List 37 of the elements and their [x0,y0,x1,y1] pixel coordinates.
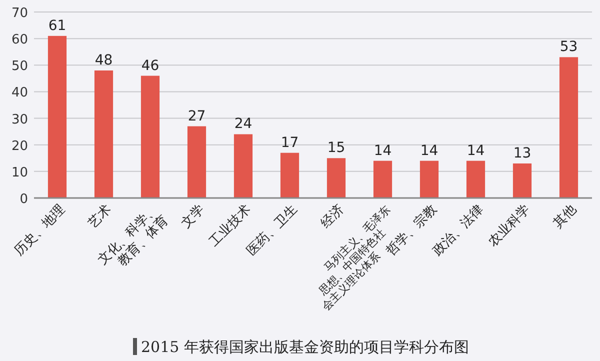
x-tick-label: 文学 [178,202,208,232]
x-tick-label: 农业科学 [486,202,534,250]
y-tick-label: 30 [11,112,28,128]
bar [420,160,439,198]
bar [94,70,114,198]
bar [466,160,486,198]
bar [559,57,578,198]
data-label: 14 [466,142,485,159]
y-tick-label: 70 [11,6,28,21]
data-label: 48 [94,52,113,68]
bar [373,160,392,198]
x-tick-label: 经济 [318,202,348,232]
data-label: 27 [188,108,206,124]
data-label: 13 [513,145,532,162]
data-label: 53 [560,39,578,56]
bar [512,163,532,198]
bar [326,158,346,198]
y-tick-label: 50 [11,59,28,74]
x-tick-label: 艺术 [86,202,115,232]
data-label: 61 [48,18,66,34]
data-label: 14 [374,142,392,159]
bar [187,126,206,198]
y-tick-label: 60 [11,32,28,48]
x-tick-label: 其他 [550,202,580,232]
bar [140,76,160,198]
data-label: 46 [141,58,160,74]
y-tick-label: 10 [11,165,28,180]
y-tick-label: 20 [11,138,28,154]
data-label: 17 [280,134,299,151]
data-label: 14 [420,142,438,159]
text: 2015 年获得国家出版基金资助的项目学科分布图 [141,338,469,356]
bar [234,134,253,198]
data-label: 15 [327,140,346,156]
bar [48,36,67,198]
bar [280,152,300,198]
y-tick-label: 40 [11,86,28,101]
data-label: 24 [234,116,252,132]
